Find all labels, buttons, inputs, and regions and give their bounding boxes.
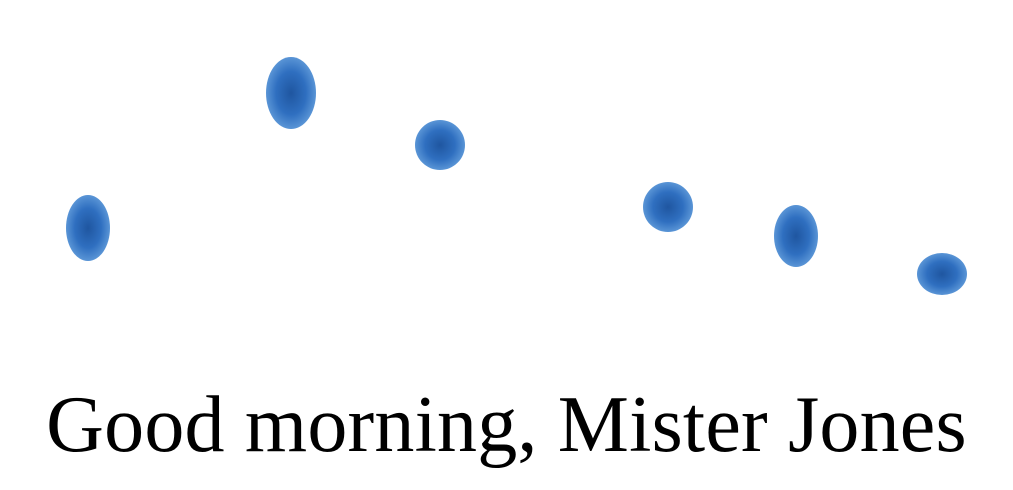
dot-3 [415,120,465,170]
dot-4 [643,182,693,232]
dots-layer [66,57,967,295]
dot-5 [774,205,818,267]
caption-text: Good morning, Mister Jones [46,381,967,469]
dot-6 [917,253,967,295]
dot-2 [266,57,316,129]
dot-1 [66,195,110,261]
